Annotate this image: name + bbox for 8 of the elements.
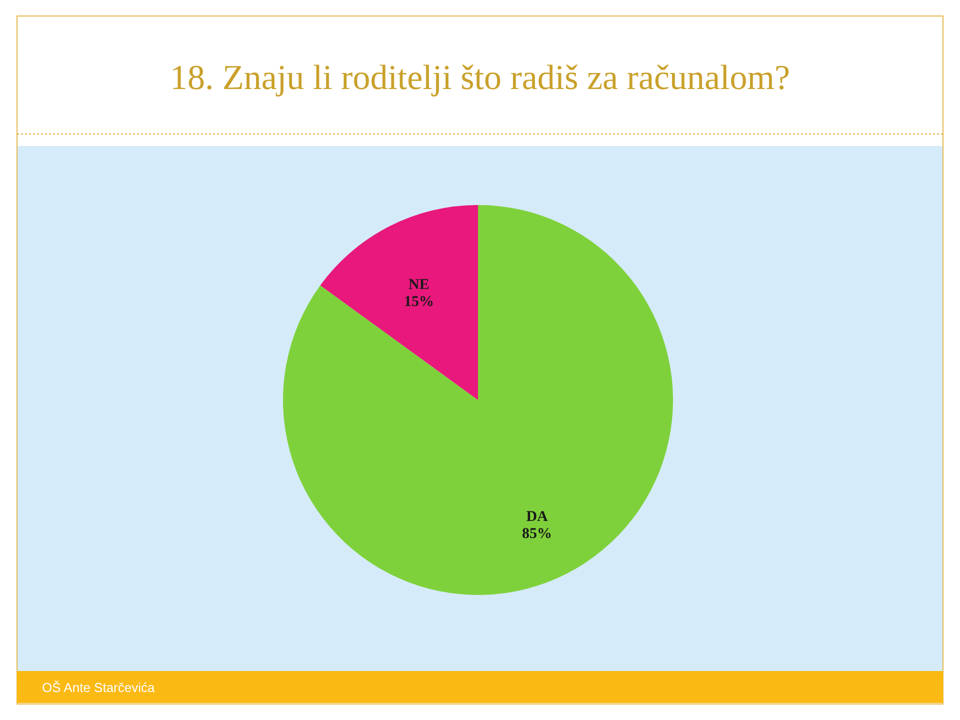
data-label: 15% xyxy=(404,294,434,310)
slice-label: NE xyxy=(408,277,430,294)
chart-title: 18. Znaju li roditelji što radiš za računalom? xyxy=(170,58,790,97)
pie-slice xyxy=(283,205,673,595)
text: OŠ Ante Starčevića xyxy=(42,680,156,695)
data-label: 85% xyxy=(522,526,552,542)
pie-slice xyxy=(320,205,478,400)
slice-label: DA xyxy=(526,508,548,525)
